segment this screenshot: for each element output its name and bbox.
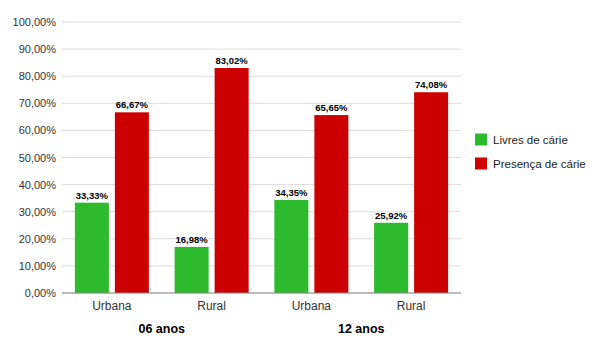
group-label: 12 anos [338, 322, 385, 336]
y-tick-label: 30,00% [19, 206, 57, 218]
legend-label: Livres de cárie [493, 134, 568, 146]
y-tick-label: 50,00% [19, 152, 57, 164]
bar [175, 247, 209, 293]
bar [314, 115, 348, 293]
data-label: 83,02% [216, 55, 249, 66]
y-tick-label: 60,00% [19, 124, 57, 136]
y-tick-label: 0,00% [25, 287, 56, 299]
y-tick-label: 10,00% [19, 260, 57, 272]
bar [414, 92, 448, 293]
y-tick-label: 90,00% [19, 43, 57, 55]
grid-line [62, 22, 461, 23]
y-tick-label: 40,00% [19, 179, 57, 191]
grid-line [62, 293, 461, 294]
x-axis [62, 293, 461, 294]
bar [75, 203, 109, 293]
group-label: 06 anos [138, 322, 185, 336]
x-tick-label: Rural [397, 299, 426, 313]
legend-swatch [475, 158, 487, 170]
grid-line [62, 76, 461, 77]
grid-line [62, 49, 461, 50]
data-label: 65,65% [315, 102, 348, 113]
y-tick-label: 20,00% [19, 233, 57, 245]
legend-label: Presença de cárie [493, 158, 586, 170]
bar [374, 223, 408, 293]
data-label: 74,08% [415, 79, 448, 90]
legend-swatch [475, 134, 487, 146]
legend: Livres de cárie Presença de cárie [475, 134, 586, 171]
bars [75, 68, 448, 293]
x-tick-label: Urbana [92, 299, 132, 313]
x-tick-label: Urbana [292, 299, 332, 313]
grid [62, 22, 461, 293]
y-tick-label: 100,00% [13, 16, 57, 28]
data-label: 25,92% [375, 210, 408, 221]
x-tick-label: Rural [197, 299, 226, 313]
chart: 0,00% 10,00% 20,00% 30,00% 40,00% 50,00% 60,00… [0, 0, 599, 355]
y-tick-label: 70,00% [19, 97, 57, 109]
data-label: 34,35% [275, 187, 308, 198]
y-tick-label: 80,00% [19, 70, 57, 82]
bar [115, 112, 149, 293]
bar [215, 68, 249, 293]
data-label: 66,67% [116, 99, 149, 110]
data-label: 16,98% [176, 234, 209, 245]
bar [274, 200, 308, 293]
data-label: 33,33% [76, 190, 109, 201]
